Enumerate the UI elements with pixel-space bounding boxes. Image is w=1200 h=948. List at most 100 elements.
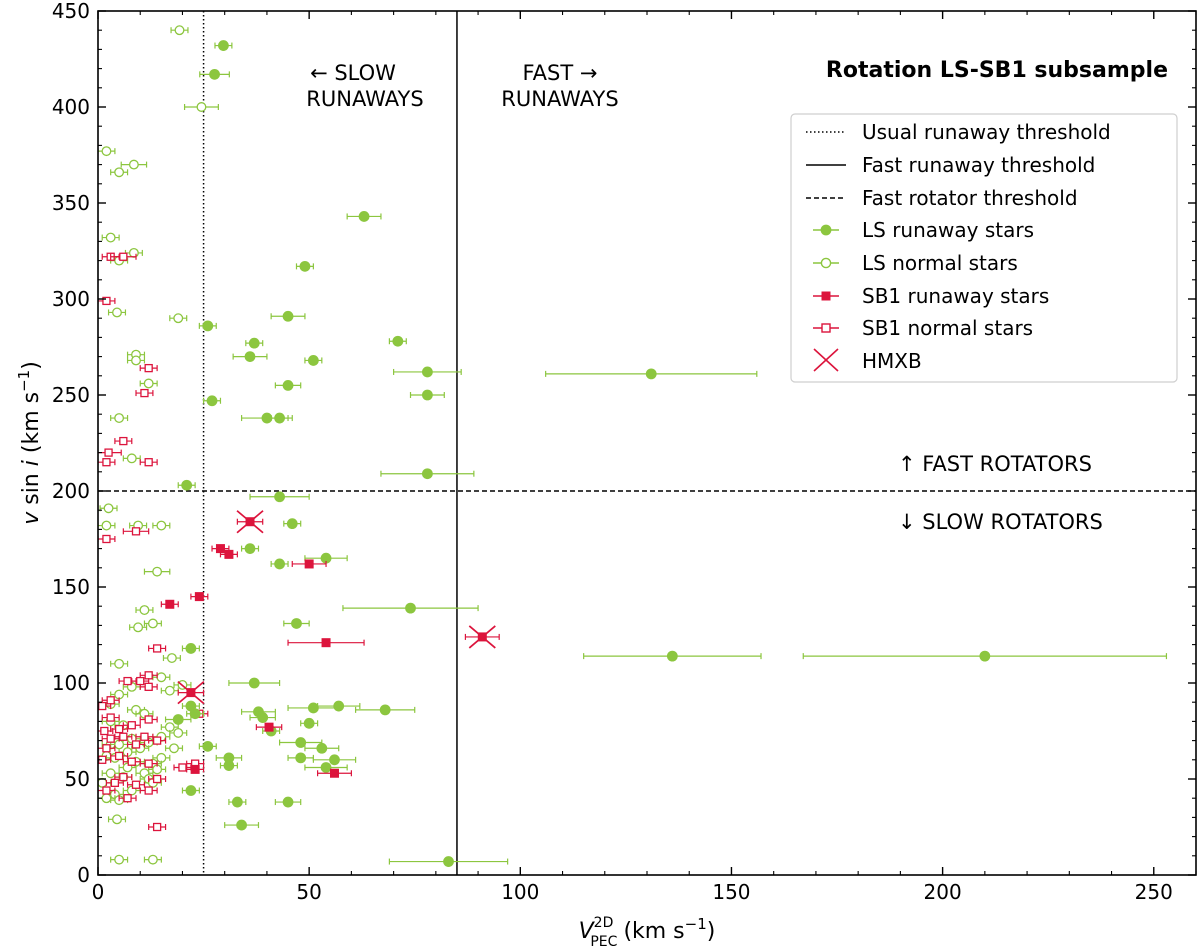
marker-filled-circle — [295, 752, 307, 764]
ls-point — [228, 796, 247, 808]
marker-open-square — [106, 696, 115, 705]
marker-open-square — [119, 252, 128, 261]
marker-open-square — [114, 724, 124, 734]
marker-open-circle — [156, 520, 167, 531]
marker-open-square — [152, 736, 162, 745]
marker-filled-circle — [282, 796, 294, 808]
marker-filled-circle — [185, 785, 197, 796]
ls-point — [177, 479, 196, 491]
slow-rotators-label: ↓ SLOW ROTATORS — [898, 510, 1103, 534]
marker-filled-circle — [282, 380, 294, 391]
sb1-point — [135, 388, 154, 398]
ls-point — [107, 307, 127, 318]
y-label-unit: (km s — [19, 392, 44, 460]
sb1-point — [122, 527, 150, 536]
threshold-lines — [98, 11, 1196, 875]
y-tick-label: 400 — [52, 95, 90, 119]
marker-filled-circle — [181, 479, 193, 491]
legend-sb1-normal: SB1 normal stars — [862, 316, 1033, 340]
legend-fast-rotator-threshold: Fast rotator threshold — [862, 186, 1078, 210]
marker-open-square — [152, 644, 162, 653]
sb1-point — [114, 772, 133, 782]
sb1-point — [98, 786, 116, 795]
marker-open-square — [119, 772, 128, 782]
marker-open-circle — [152, 566, 163, 577]
ls-point — [274, 380, 302, 391]
marker-open-circle — [114, 658, 125, 669]
marker-open-square — [144, 458, 153, 467]
legend-sb1-runaway: SB1 runaway stars — [862, 284, 1049, 308]
marker-open-square — [152, 774, 162, 784]
marker-open-circle — [101, 793, 112, 804]
ls-point — [101, 768, 120, 779]
sb1-point — [291, 559, 327, 569]
slow-runaways-line1: ← SLOW — [310, 61, 396, 85]
ls-point — [129, 622, 148, 633]
marker-open-circle — [114, 413, 125, 423]
marker-filled-circle — [422, 468, 433, 480]
ls-point — [245, 337, 264, 349]
marker-open-square — [144, 671, 153, 680]
svg-text:v sin i (km s−1): v sin i (km s−1) — [15, 361, 44, 525]
ls-point — [270, 558, 289, 570]
sb1-point — [148, 822, 167, 832]
marker-filled-circle — [185, 643, 197, 654]
ls-point — [107, 814, 127, 825]
marker-filled-circle — [218, 40, 229, 51]
marker-open-square — [100, 726, 109, 736]
marker-filled-circle — [392, 335, 404, 347]
y-tick-label: 200 — [52, 479, 90, 503]
sb1-point — [122, 721, 141, 730]
ls-point — [274, 796, 302, 808]
y-label-unit-sup: −1 — [15, 370, 33, 392]
sb1-point — [101, 734, 120, 743]
x-tick-label: 250 — [1135, 880, 1173, 904]
sb1-point — [110, 724, 129, 734]
marker-filled-circle — [333, 700, 345, 712]
sb1-point — [139, 363, 158, 373]
ls-point — [152, 672, 171, 683]
ls-point — [164, 714, 192, 725]
marker-center-square — [245, 517, 255, 527]
marker-filled-circle — [666, 650, 678, 662]
marker-filled-circle — [231, 796, 243, 808]
marker-open-square — [102, 534, 111, 544]
marker-open-square — [119, 732, 128, 741]
marker-filled-circle — [303, 717, 315, 729]
marker-filled-circle — [248, 677, 260, 689]
x-label-sup: 2D — [594, 915, 614, 931]
ls-point — [355, 704, 416, 716]
marker-open-square — [106, 734, 115, 743]
marker-filled-square — [190, 764, 200, 774]
marker-open-square — [127, 757, 136, 766]
legend-hmxb-marker — [813, 348, 839, 372]
marker-filled-circle — [244, 543, 256, 554]
marker-open-circle — [196, 102, 207, 112]
marker-filled-circle — [291, 618, 302, 629]
ls-point — [152, 520, 171, 531]
marker-open-circle — [128, 159, 139, 170]
ls-point — [169, 313, 188, 324]
ls-point — [198, 320, 217, 332]
marker-open-square — [140, 388, 149, 398]
ls-point — [802, 650, 1168, 662]
marker-open-square — [136, 676, 145, 686]
series-ls-normal-stars — [98, 25, 219, 865]
marker-open-circle — [105, 232, 116, 243]
marker-filled-circle — [979, 650, 991, 662]
marker-center-square — [186, 688, 196, 698]
ls-point — [186, 708, 205, 720]
y-tick-label: 0 — [77, 863, 90, 887]
legend-ls-normal-marker — [813, 257, 839, 269]
legend-sb1-normal-marker — [813, 323, 839, 333]
marker-filled-square — [264, 722, 274, 732]
marker-filled-circle — [257, 712, 269, 723]
marker-open-square — [123, 676, 132, 686]
marker-filled-circle — [286, 518, 298, 530]
marker-open-circle — [166, 653, 177, 663]
series-hmxb — [177, 510, 500, 705]
ls-point — [143, 566, 171, 577]
ls-point — [183, 102, 219, 112]
marker-filled-circle — [307, 355, 319, 366]
